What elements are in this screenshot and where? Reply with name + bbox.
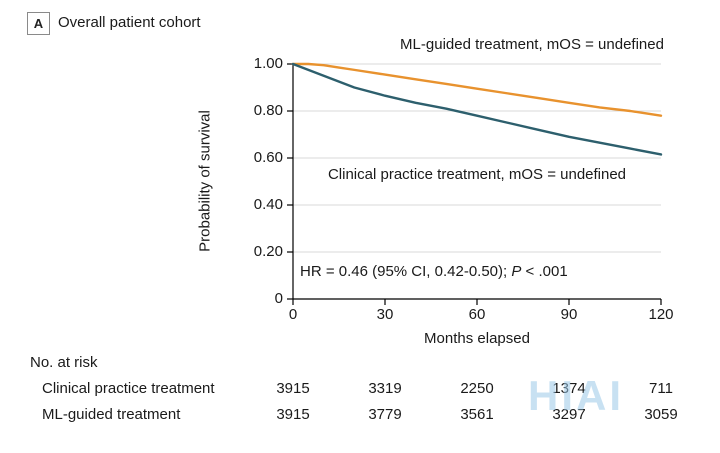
risk-table-title: No. at risk xyxy=(30,354,98,371)
risk-count: 1374 xyxy=(552,380,586,397)
risk-count: 2250 xyxy=(460,380,494,397)
hazard-ratio-annotation: HR = 0.46 (95% CI, 0.42-0.50); P < .001 xyxy=(300,263,568,280)
risk-count: 3915 xyxy=(276,406,310,423)
x-tick-label: 60 xyxy=(468,306,486,323)
x-tick-label: 30 xyxy=(376,306,394,323)
survival-curve-clinical-practice xyxy=(291,62,663,156)
risk-count: 3915 xyxy=(276,380,310,397)
curve-label-clinical-practice: Clinical practice treatment, mOS = undef… xyxy=(327,166,627,183)
risk-row-label-ml: ML-guided treatment xyxy=(42,406,181,423)
risk-row-label-clinical: Clinical practice treatment xyxy=(42,380,215,397)
y-tick-label: 0.80 xyxy=(253,102,283,119)
y-tick-label: 0.40 xyxy=(253,196,283,213)
p-symbol: P xyxy=(511,263,522,280)
y-tick-label: 0 xyxy=(274,290,283,307)
risk-count: 3059 xyxy=(644,406,678,423)
panel-label: A xyxy=(33,16,44,31)
survival-curve-ml-guided xyxy=(291,62,663,117)
y-tick-label: 0.60 xyxy=(253,149,283,166)
y-tick-label: 0.20 xyxy=(253,243,283,260)
panel-label-box: A xyxy=(27,12,50,35)
risk-count: 711 xyxy=(649,380,673,397)
risk-count: 3319 xyxy=(368,380,402,397)
y-tick-label: 1.00 xyxy=(253,55,283,72)
x-axis-title: Months elapsed xyxy=(424,330,530,347)
p-value: < .001 xyxy=(521,263,568,280)
y-axis-title: Probability of survival xyxy=(196,110,214,252)
x-tick-label: 0 xyxy=(288,306,298,323)
panel-title: Overall patient cohort xyxy=(58,14,201,31)
x-tick-label: 120 xyxy=(648,306,674,323)
risk-count: 3779 xyxy=(368,406,402,423)
plot-svg xyxy=(287,62,663,305)
x-tick-label: 90 xyxy=(560,306,578,323)
risk-count: 3297 xyxy=(552,406,586,423)
hr-text: HR = 0.46 (95% CI, 0.42-0.50); xyxy=(300,263,512,280)
curve-label-ml-guided: ML-guided treatment, mOS = undefined xyxy=(400,36,664,53)
risk-count: 3561 xyxy=(460,406,494,423)
